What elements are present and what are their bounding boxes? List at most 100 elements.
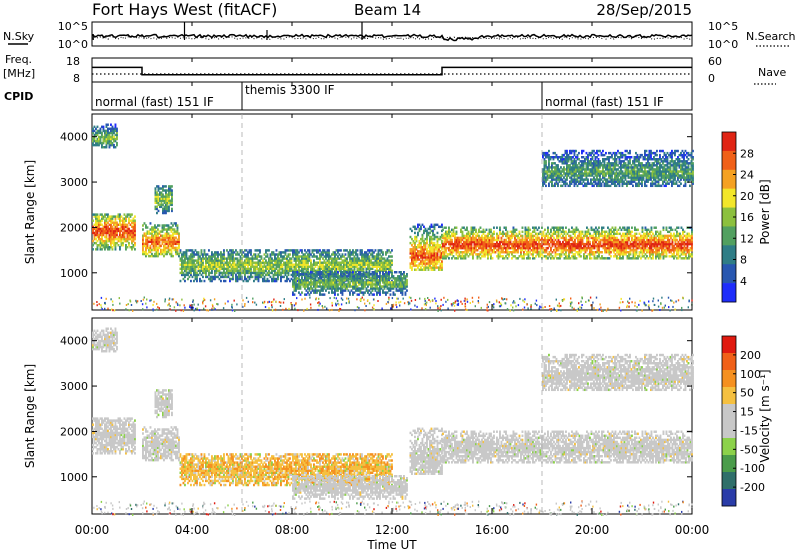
power-echo-cell — [511, 251, 513, 254]
power-echo-cell — [98, 233, 100, 237]
power-echo-cell — [619, 232, 621, 236]
power-echo-cell — [623, 228, 626, 232]
power-echo-cell — [113, 229, 115, 233]
power-echo-cell — [317, 271, 320, 274]
power-echo-cell — [442, 234, 444, 238]
power-echo-cell — [580, 246, 582, 250]
power-echo-cell — [467, 246, 470, 250]
power-echo-cell — [313, 253, 315, 256]
power-echo-cell — [572, 255, 575, 258]
power-echo-cell — [275, 265, 278, 268]
power-echo-cell — [113, 135, 115, 139]
power-echo-cell — [203, 265, 206, 268]
power-echo-cell — [102, 233, 105, 237]
power-echo-cell — [233, 269, 236, 273]
power-echo-cell — [292, 291, 294, 294]
power-echo-cell — [151, 228, 153, 231]
power-echo-cell — [509, 242, 512, 246]
power-echo-cell — [527, 249, 530, 252]
power-echo-cell — [196, 261, 198, 264]
power-echo-cell — [493, 230, 495, 234]
power-echo-cell — [482, 253, 485, 256]
power-echo-cell — [119, 235, 121, 239]
power-echo-cell — [126, 213, 129, 216]
power-echo-cell — [316, 255, 318, 258]
power-echo-cell — [134, 244, 136, 247]
power-echo-cell — [190, 273, 192, 277]
power-echo-cell — [154, 240, 156, 244]
power-echo-cell — [355, 253, 357, 256]
power-echo-cell — [217, 259, 219, 262]
power-echo-cell — [319, 259, 321, 262]
power-echo-cell — [332, 283, 335, 286]
power-echo-cell — [296, 255, 299, 258]
power-echo-cell — [242, 265, 245, 268]
power-echo-cell — [568, 244, 570, 248]
power-echo-cell — [515, 232, 518, 236]
power-echo-cell — [215, 259, 218, 262]
power-echo-cell — [203, 253, 206, 256]
power-echo-cell — [412, 258, 415, 261]
power-echo-cell — [385, 253, 387, 256]
power-echo-cell — [93, 237, 96, 241]
power-echo-cell — [314, 281, 317, 284]
power-echo-cell — [373, 279, 375, 282]
power-echo-cell — [323, 251, 326, 254]
power-echo-cell — [391, 263, 393, 266]
power-echo-cell — [374, 265, 377, 268]
power-echo-cell — [392, 291, 395, 294]
power-echo-cell — [532, 226, 534, 229]
power-echo-cell — [499, 232, 501, 236]
power-echo-cell — [643, 238, 645, 242]
power-echo-cell — [374, 259, 377, 262]
power-echo-cell — [257, 275, 260, 279]
power-echo-cell — [412, 239, 415, 243]
power-echo-cell — [108, 219, 111, 222]
power-echo-cell — [293, 267, 296, 271]
power-echo-cell — [596, 230, 599, 234]
power-echo-cell — [349, 249, 351, 252]
power-echo-cell — [166, 236, 168, 239]
power-echo-cell — [307, 249, 309, 252]
power-echo-cell — [349, 285, 351, 288]
power-echo-cell — [362, 281, 365, 284]
power-echo-cell — [302, 257, 305, 260]
power-echo-cell — [286, 259, 288, 262]
power-echo-cell — [145, 242, 147, 246]
power-echo-cell — [220, 259, 222, 262]
power-echo-cell — [353, 275, 356, 278]
power-echo-cell — [185, 255, 188, 258]
power-echo-cell — [349, 283, 351, 286]
power-echo-cell — [398, 289, 401, 292]
power-echo-cell — [451, 228, 453, 232]
power-echo-cell — [527, 242, 530, 246]
power-echo-cell — [185, 263, 188, 266]
power-echo-cell — [313, 267, 315, 271]
power-echo-cell — [188, 275, 191, 279]
power-echo-cell — [538, 232, 540, 236]
power-echo-cell — [98, 137, 100, 141]
power-echo-cell — [367, 275, 369, 279]
power-echo-cell — [349, 265, 351, 268]
power-echo-cell — [325, 285, 327, 288]
power-echo-cell — [423, 260, 425, 263]
power-echo-cell — [250, 271, 252, 275]
power-echo-cell — [637, 255, 639, 258]
power-echo-cell — [128, 229, 130, 233]
power-echo-cell — [544, 228, 546, 232]
power-echo-cell — [376, 281, 378, 284]
power-echo-cell — [337, 273, 339, 276]
power-echo-cell — [632, 253, 635, 256]
power-echo-cell — [448, 240, 450, 244]
power-echo-cell — [479, 244, 482, 248]
power-echo-cell — [169, 234, 171, 237]
power-echo-cell — [491, 232, 494, 236]
power-echo-cell — [99, 141, 102, 145]
power-echo-cell — [314, 273, 317, 277]
power-echo-cell — [99, 129, 102, 133]
power-echo-cell — [295, 257, 297, 260]
power-echo-cell — [617, 249, 620, 252]
power-echo-cell — [277, 277, 279, 281]
power-echo-cell — [491, 242, 494, 246]
power-echo-cell — [155, 226, 158, 229]
